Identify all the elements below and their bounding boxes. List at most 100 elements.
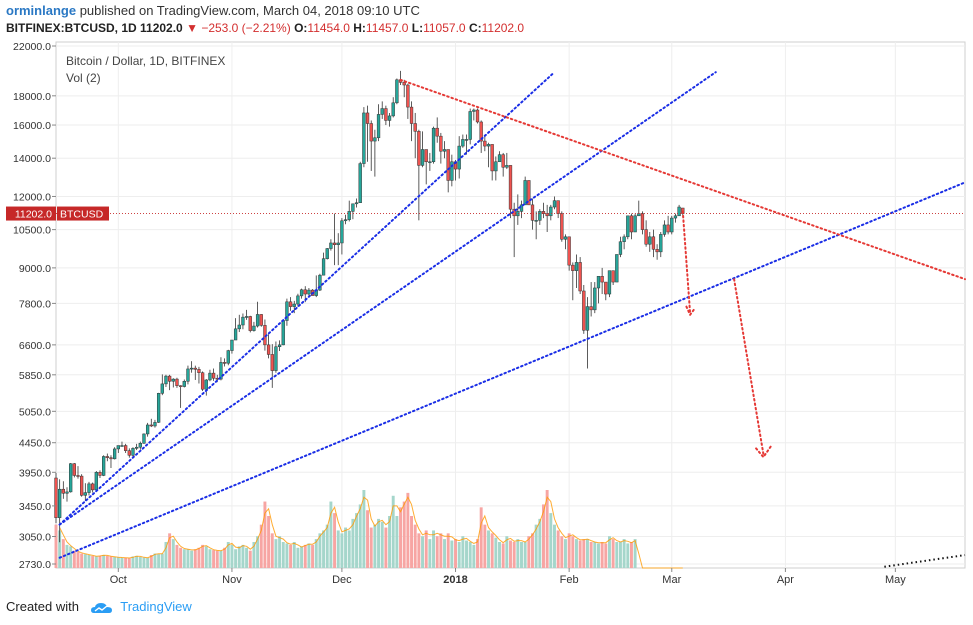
high-value: 11457.0	[365, 21, 409, 35]
tradingview-link[interactable]: TradingView	[120, 599, 192, 614]
volume-bar	[138, 557, 142, 568]
volume-ma-line	[59, 496, 683, 569]
volume-bar	[575, 539, 578, 568]
candle-body	[369, 123, 373, 142]
candle-body	[281, 320, 285, 346]
candle-body	[105, 456, 109, 458]
volume-bars	[54, 490, 637, 568]
tradingview-cloud-icon	[90, 602, 112, 613]
open-label: O:	[294, 21, 308, 35]
volume-bar	[523, 542, 527, 568]
volume-bar	[369, 527, 373, 568]
volume-bar	[498, 542, 501, 568]
volume-bar	[380, 521, 384, 568]
volume-ma	[59, 496, 683, 569]
volume-bar	[285, 543, 289, 568]
volume-bar	[307, 543, 311, 568]
volume-bar	[325, 524, 329, 568]
volume-bar	[615, 542, 619, 568]
candle-body	[571, 264, 575, 271]
candle-body	[241, 316, 245, 326]
current-price-tag	[6, 206, 56, 221]
volume-bar	[248, 550, 252, 568]
candle-body	[402, 82, 406, 86]
candle-body	[153, 422, 157, 427]
candle-body	[252, 325, 256, 331]
footer: Created with TradingView	[6, 599, 192, 614]
candle-body	[644, 229, 648, 245]
volume-bar	[333, 513, 337, 568]
high-label: H:	[353, 21, 366, 35]
candle-body	[259, 314, 263, 326]
candle-body	[116, 445, 120, 450]
price-chart[interactable]: 22000.0 18000.0 16000.0 14000.0 12000.0 10500…	[0, 0, 973, 595]
candle-body	[505, 165, 509, 168]
volume-bar	[314, 539, 318, 568]
candle-body	[138, 443, 142, 448]
chart-grid	[55, 41, 966, 569]
volume-bar	[501, 543, 505, 568]
publish-info: orminlange published on TradingView.com,…	[6, 3, 420, 18]
candle-body	[464, 139, 469, 141]
candle-body	[160, 383, 164, 394]
candle-body	[358, 163, 362, 203]
volume-bar	[278, 536, 282, 568]
projection-arrowhead-short	[685, 305, 695, 317]
volume-bar	[355, 513, 359, 568]
candle-body	[666, 224, 670, 233]
y-tick-label: 3050.0	[19, 531, 51, 543]
volume-bar	[593, 542, 597, 568]
y-tick-label: 4450.0	[19, 438, 51, 450]
volume-bar	[281, 542, 285, 568]
volume-bar	[417, 533, 421, 568]
volume-bar	[347, 530, 351, 568]
candle-body	[409, 106, 414, 124]
candle-body	[91, 483, 95, 491]
trendline-drawings[interactable]	[58, 71, 966, 568]
candle-body	[523, 180, 527, 206]
volume-bar	[545, 490, 549, 568]
volume-bar	[135, 555, 139, 568]
candle-body	[109, 457, 113, 460]
volume-bar	[476, 539, 479, 568]
volume-bar	[164, 542, 168, 568]
x-tick-label: Nov	[222, 574, 242, 586]
candle-body	[600, 276, 604, 283]
candle-body	[285, 301, 289, 321]
candle-body	[420, 149, 425, 166]
volume-bar	[186, 549, 190, 568]
volume-bar	[468, 542, 472, 568]
volume-bar	[322, 530, 326, 568]
volume-bar	[267, 516, 271, 568]
candle-body	[567, 236, 571, 266]
candle-body	[54, 477, 58, 518]
volume-bar	[80, 553, 84, 568]
candle-body	[435, 127, 439, 137]
candle-body	[677, 206, 681, 217]
trendline-black	[884, 554, 966, 568]
author-link[interactable]: orminlange	[6, 3, 77, 18]
candle-body	[255, 314, 260, 327]
candle-body	[189, 367, 194, 370]
volume-bar	[83, 554, 87, 568]
volume-bar	[318, 533, 322, 568]
candle-body	[662, 224, 667, 235]
candle-body	[80, 475, 84, 496]
volume-bar	[483, 524, 487, 568]
volume-bar	[329, 501, 333, 568]
current-price-label: 11202.0	[15, 209, 52, 221]
volume-bar	[336, 530, 340, 568]
price-change: −253.0 (−2.21%)	[201, 21, 291, 35]
candle-body	[197, 369, 201, 373]
volume-bar	[424, 530, 428, 568]
volume-bar	[435, 536, 439, 568]
y-tick-label: 3450.0	[19, 501, 51, 513]
candle-body	[270, 354, 274, 371]
candle-body	[585, 306, 590, 331]
x-tick-label: Oct	[110, 574, 127, 586]
y-tick-label: 14000.0	[13, 153, 51, 165]
volume-bar	[98, 555, 102, 568]
volume-bar	[399, 507, 403, 568]
volume-bar	[413, 524, 417, 568]
x-tick-label: Mar	[662, 574, 681, 586]
